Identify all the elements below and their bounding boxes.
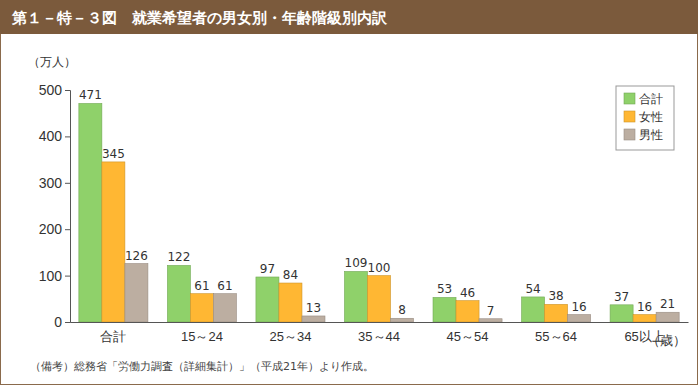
x-tick: 45～54 [447,329,489,344]
bar [102,162,125,322]
data-label: 126 [125,249,148,263]
title: 第１－特－３図 就業希望者の男女別・年齢階級別内訳 [11,9,388,27]
legend-swatch [624,111,635,122]
legend-label: 女性 [639,110,663,124]
bar [125,264,148,322]
bar [213,294,236,322]
y-tick-mark [65,136,70,137]
data-label: 37 [614,290,629,304]
x-tick: 35～44 [358,329,400,344]
y-tick: 0 [54,314,70,330]
y-tick-label: 400 [39,128,63,144]
data-label: 471 [79,88,102,102]
bar [633,315,656,322]
data-label: 345 [102,147,125,161]
legend-label: 男性 [639,128,663,142]
bar [279,283,302,322]
bar [190,294,213,322]
y-tick-mark [65,276,70,277]
y-tick-label: 500 [39,82,63,98]
x-tick-label: 合計 [100,329,126,344]
legend-label: 合計 [639,92,663,106]
data-label: 109 [345,256,368,270]
chart: 第１－特－３図 就業希望者の男女別・年齢階級別内訳 471 122 97 109 53 54… [0,0,698,385]
x-axis: 合計15～2425～3435～4445～5455～6465以上 [71,323,689,345]
x-tick-label: 25～34 [270,329,312,344]
data-label: 61 [217,279,232,293]
note: （備考）総務省「労働力調査（詳細集計）」（平成21年）より作成。 [30,360,374,373]
bar [656,312,679,322]
y-tick-mark [65,229,70,230]
y-tick: 200 [39,221,70,237]
data-label: 46 [460,286,475,300]
legend-box [616,86,674,150]
data-label: 7 [487,304,495,318]
y-axis-line [65,91,71,323]
bar [302,316,325,322]
bar [545,304,568,322]
y-tick-label: 200 [39,221,63,237]
data-label: 13 [306,301,321,315]
bar [79,103,102,322]
data-label: 16 [571,300,586,314]
y-tick-label: 100 [39,268,63,284]
data-label: 122 [167,250,190,264]
y-tick: 400 [39,128,70,144]
bar [167,265,190,322]
x-tick-label: 35～44 [358,329,400,344]
data-label: 38 [548,289,563,303]
legend-swatch [624,129,635,140]
bar [479,319,502,322]
data-label: 16 [637,300,652,314]
bar [391,318,414,322]
data-label: 84 [283,268,298,282]
bar [344,271,367,322]
bar [522,297,545,322]
x-axis-title: （歳） [647,333,686,348]
x-tick-label: 45～54 [447,329,489,344]
data-label: 97 [260,262,275,276]
bar [456,301,479,322]
data-labels: 471 122 97 109 53 54 37 345 61 84 100 46 38 16 126 61 13… [79,88,675,317]
x-tick: 25～34 [270,329,312,344]
x-tick-label: 15～24 [181,329,223,344]
y-tick-label: 0 [54,314,62,330]
data-label: 8 [398,303,406,317]
frame [1,1,698,385]
data-label: 61 [194,279,209,293]
bar [433,297,456,322]
x-tick: 55～64 [535,329,577,344]
bar [610,305,633,322]
data-label: 53 [437,282,452,296]
bars [79,103,679,322]
y-tick: 300 [39,175,70,191]
y-tick-mark [65,183,70,184]
legend: 合計女性男性 [616,86,674,150]
y-tick-mark [65,90,70,91]
bar [367,276,390,322]
data-label: 21 [660,297,675,311]
legend-swatch [624,93,635,104]
bar [256,277,279,322]
y-tick: 500 [39,82,70,98]
y-tick-label: 300 [39,175,63,191]
x-axis-line [71,322,689,323]
title-banner [0,0,698,34]
y-axis-title: （万人） [28,55,76,69]
x-tick-label: 55～64 [535,329,577,344]
y-tick-mark [65,322,70,323]
data-label: 100 [368,261,391,275]
x-tick: 15～24 [181,329,223,344]
y-tick: 100 [39,268,70,284]
x-tick: 合計 [100,329,126,344]
bar [568,315,591,322]
y-axis: 0 100 200 300 400 500 [39,82,71,330]
data-label: 54 [525,282,540,296]
